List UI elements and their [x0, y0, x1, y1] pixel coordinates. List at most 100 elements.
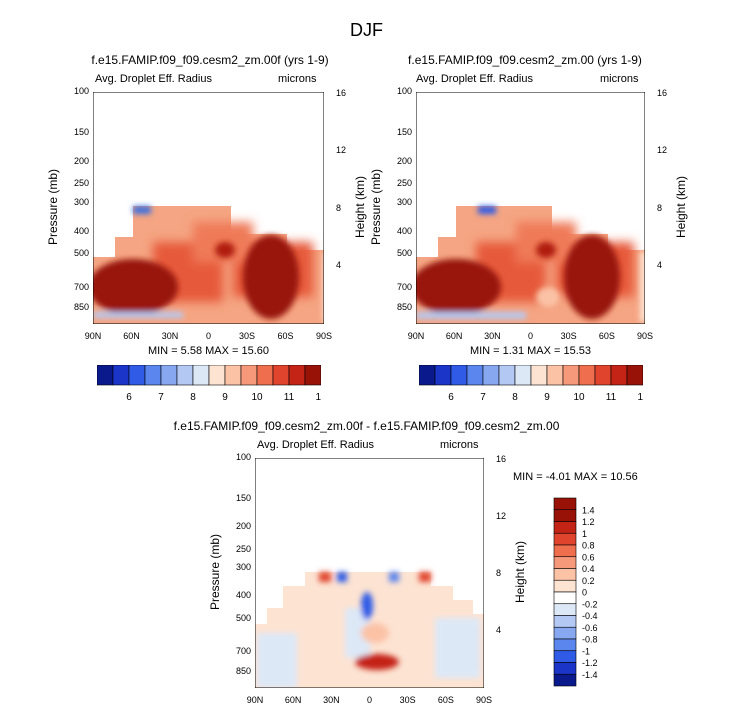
- panel-1-xtick-label: 60S: [277, 331, 294, 341]
- colorbar-swatch: [553, 591, 577, 605]
- colorbar-swatch: [553, 556, 577, 569]
- panel-2-ytick-label: 500: [396, 248, 412, 259]
- panel-3-ytick-label: 850: [235, 665, 251, 676]
- colorbar-label: 6: [448, 392, 454, 403]
- colorbar-swatch: [419, 365, 436, 386]
- colorbar-swatch: [553, 615, 577, 628]
- panel-3-ytick-label: 150: [235, 492, 251, 503]
- colorbar-swatch: [553, 603, 577, 616]
- panel-1-variable-label: Avg. Droplet Eff. Radius: [95, 73, 212, 85]
- panel-1-y2tick-label: 4: [336, 260, 342, 271]
- colorbar-swatch: [434, 365, 452, 386]
- panel-3-ylabel: Pressure (mb): [208, 534, 222, 611]
- panel-2-units-label: microns: [600, 73, 639, 85]
- panel-1-units-label: microns: [278, 73, 317, 85]
- colorbar-label: 1.2: [582, 517, 595, 527]
- colorbar-swatch: [553, 638, 577, 652]
- colorbar-label: 10: [573, 392, 585, 403]
- panel-3-ytick-label: 250: [235, 543, 251, 554]
- panel-3-xtick-label: 60N: [284, 695, 302, 705]
- colorbar-label: -0.2: [582, 599, 598, 609]
- colorbar-label: 11: [284, 392, 295, 403]
- panel-3-xtick-label: 30N: [323, 695, 340, 705]
- panel-1-xtick-label: 90N: [84, 331, 102, 341]
- colorbar-label: 12: [637, 392, 643, 403]
- panel-1-ytick-label: 100: [73, 86, 89, 96]
- panel-3-ytick-label: 700: [235, 646, 251, 657]
- colorbar-label: 0.8: [582, 541, 595, 551]
- colorbar-label: 0.2: [582, 576, 595, 586]
- panel-3-xtick-label: 30S: [399, 695, 416, 705]
- colorbar-swatch: [176, 365, 194, 386]
- panel-2-ytick-label: 150: [396, 126, 412, 137]
- panel-2-ytick-label: 700: [396, 282, 412, 293]
- panel-1-ylabel: Pressure (mb): [46, 169, 60, 246]
- panel-2-xtick-label: 60S: [598, 331, 615, 341]
- panel-1-y2tick-label: 16: [336, 87, 347, 98]
- colorbar-swatch: [256, 365, 274, 386]
- panel-1-xtick-label: 60N: [123, 331, 140, 341]
- colorbar-swatch: [112, 365, 130, 386]
- colorbar-label: -1.2: [582, 658, 598, 668]
- colorbar-label: 7: [158, 392, 164, 403]
- colorbar-swatch: [553, 626, 577, 640]
- colorbar-swatch: [514, 365, 532, 386]
- colorbar-label: 9: [544, 392, 550, 403]
- colorbar-swatch: [97, 365, 114, 386]
- panel-1-y2tick-label: 8: [336, 202, 342, 213]
- colorbar-label: 9: [222, 392, 228, 403]
- panel-2-ylabel: Pressure (mb): [369, 169, 383, 246]
- colorbar-swatch: [160, 365, 178, 386]
- panel-1-ytick-label: 250: [73, 178, 89, 189]
- panel-1-xtick-label: 30S: [238, 331, 255, 341]
- colorbar-swatch: [553, 673, 577, 687]
- colorbar-swatch: [594, 365, 612, 386]
- colorbar-swatch: [192, 365, 210, 386]
- colorbar-label: 6: [126, 392, 132, 403]
- panel-1-ytick-label: 700: [73, 282, 89, 293]
- colorbar-swatch: [128, 365, 146, 386]
- colorbar-swatch: [498, 365, 516, 386]
- colorbar-swatch: [553, 579, 577, 593]
- colorbar-label: 10: [251, 392, 263, 403]
- colorbar-swatch: [553, 662, 577, 675]
- panel-1-ytick-label: 150: [73, 126, 89, 137]
- panel-3-title: f.e15.FAMIP.f09_f09.cesm2_zm.00f - f.e15…: [173, 419, 560, 433]
- colorbar-swatch: [553, 509, 577, 522]
- panel-1-xtick-label: 90S: [315, 331, 332, 341]
- panel-3-ytick-label: 100: [235, 452, 251, 462]
- panel-2-ytick-label: 250: [396, 178, 412, 189]
- panel-2-y2tick-label: 8: [657, 202, 663, 213]
- panel-3-ytick-label: 400: [235, 590, 251, 601]
- panel-2-title: f.e15.FAMIP.f09_f09.cesm2_zm.00 (yrs 1-9…: [408, 53, 642, 67]
- panel-3-ytick-label: 200: [235, 521, 251, 532]
- panel-1-ytick-label: 300: [73, 196, 89, 207]
- colorbar-label: 11: [606, 392, 617, 403]
- panel-2-ytick-label: 300: [396, 196, 412, 207]
- panel-2-xtick-label: 90S: [636, 331, 653, 341]
- colorbar-swatch: [553, 521, 577, 534]
- panel-1-title: f.e15.FAMIP.f09_f09.cesm2_zm.00f (yrs 1-…: [91, 53, 329, 67]
- panel-3-stats: MIN = -4.01 MAX = 10.56: [513, 471, 638, 483]
- colorbar-label: 8: [512, 392, 518, 403]
- panel-1-colorbar: 678910111213: [97, 365, 321, 403]
- panel-3-y2tick-label: 12: [496, 510, 507, 521]
- colorbar-label: 12: [315, 392, 321, 403]
- colorbar-swatch: [466, 365, 484, 386]
- panel-1-ytick-label: 200: [73, 155, 89, 166]
- panel-1-ytick-label: 850: [73, 301, 89, 312]
- colorbar-swatch: [482, 365, 500, 386]
- colorbar-swatch: [546, 365, 564, 386]
- colorbar-swatch: [553, 544, 577, 558]
- panel-2-stats: MIN = 1.31 MAX = 15.53: [469, 345, 592, 357]
- panel-3-colorbar: 1.4 1.2 1 0.80.6 0.4 0.2 0-0.2 -0.4 -0.6 -0.8-1 -1…: [553, 497, 598, 687]
- colorbar-swatch: [626, 365, 643, 386]
- panel-1-xtick-label: 0: [205, 331, 211, 341]
- panel-2-ytick-label: 100: [396, 86, 412, 96]
- panel-2-xtick-label: 0: [527, 331, 533, 341]
- panel-3-units-label: microns: [440, 439, 479, 451]
- panel-2-y2tick-label: 4: [657, 260, 663, 271]
- panel-3-y2tick-label: 4: [496, 624, 502, 635]
- colorbar-swatch: [578, 365, 596, 386]
- colorbar-swatch: [530, 365, 548, 386]
